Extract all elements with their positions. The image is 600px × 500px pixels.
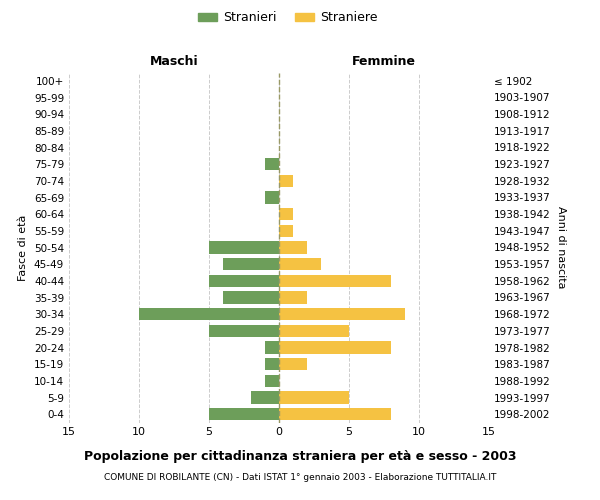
Text: Maschi: Maschi	[149, 54, 199, 68]
Y-axis label: Fasce di età: Fasce di età	[19, 214, 28, 280]
Bar	[279, 224, 293, 237]
Bar	[223, 258, 279, 270]
Bar	[209, 324, 279, 337]
Legend: Stranieri, Straniere: Stranieri, Straniere	[193, 6, 383, 29]
Text: Popolazione per cittadinanza straniera per età e sesso - 2003: Popolazione per cittadinanza straniera p…	[84, 450, 516, 463]
Bar	[209, 408, 279, 420]
Bar	[279, 358, 307, 370]
Bar	[251, 391, 279, 404]
Bar	[279, 324, 349, 337]
Bar	[279, 174, 293, 187]
Text: Femmine: Femmine	[352, 54, 416, 68]
Bar	[265, 191, 279, 204]
Bar	[279, 341, 391, 354]
Bar	[139, 308, 279, 320]
Bar	[223, 291, 279, 304]
Bar	[279, 291, 307, 304]
Bar	[279, 391, 349, 404]
Y-axis label: Anni di nascita: Anni di nascita	[556, 206, 566, 288]
Bar	[279, 242, 307, 254]
Bar	[209, 274, 279, 287]
Bar	[279, 208, 293, 220]
Bar	[265, 158, 279, 170]
Bar	[265, 358, 279, 370]
Bar	[265, 374, 279, 387]
Bar	[279, 258, 321, 270]
Bar	[209, 242, 279, 254]
Text: COMUNE DI ROBILANTE (CN) - Dati ISTAT 1° gennaio 2003 - Elaborazione TUTTITALIA.: COMUNE DI ROBILANTE (CN) - Dati ISTAT 1°…	[104, 472, 496, 482]
Bar	[279, 274, 391, 287]
Bar	[279, 408, 391, 420]
Bar	[265, 341, 279, 354]
Bar	[279, 308, 405, 320]
